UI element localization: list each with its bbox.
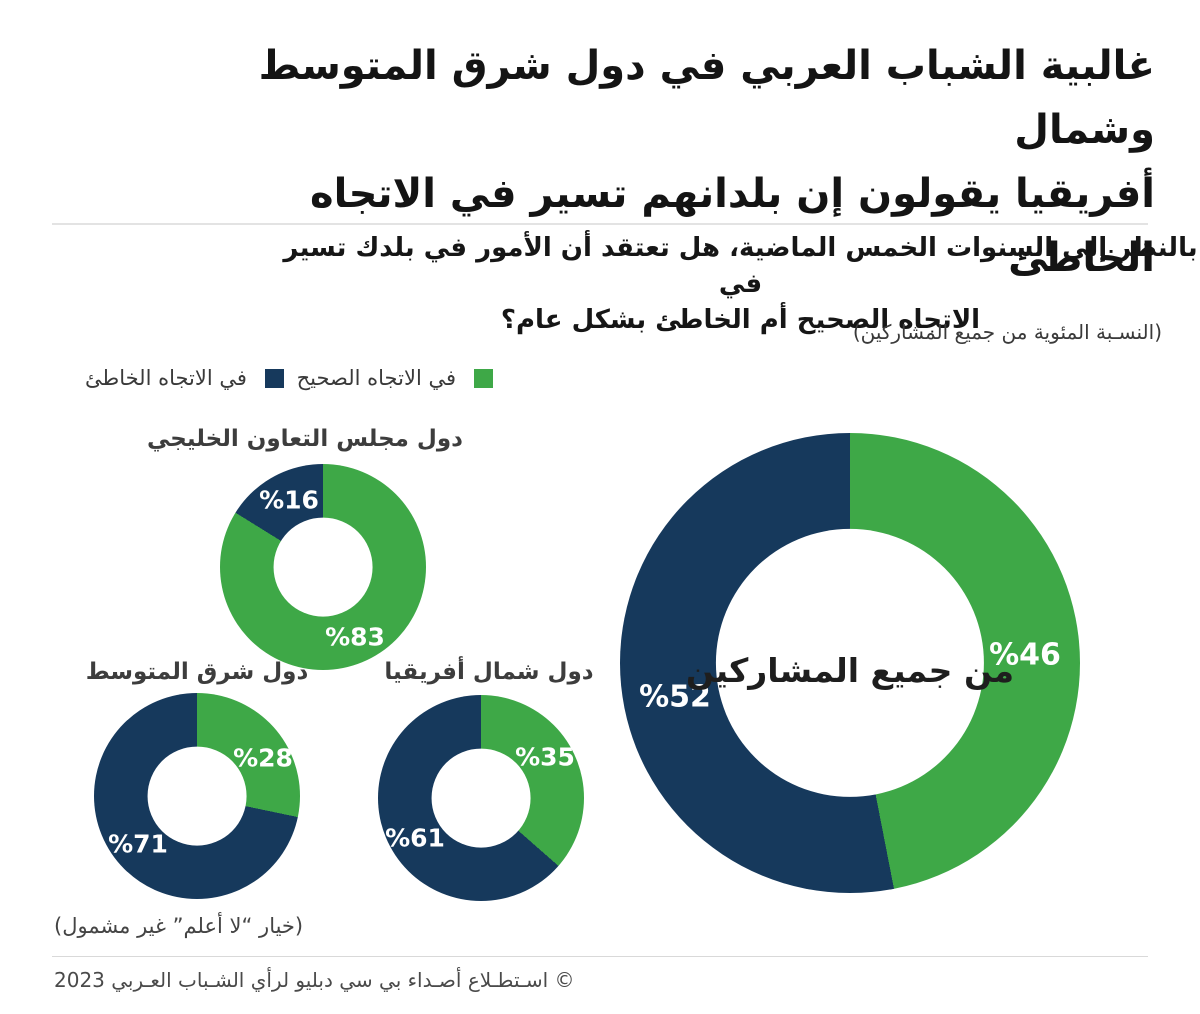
page-title: غالبية الشباب العربي في دول شرق المتوسط … (258, 43, 1156, 281)
navy-swatch-icon (264, 368, 284, 388)
east-med-wrong-direction-value: %71 (108, 829, 168, 859)
all-right-direction-value: %46 (989, 637, 1061, 673)
bottom-divider (52, 956, 1148, 957)
donut-hole-all-participants: من جميع المشاركين (686, 528, 1014, 798)
percentage-note: (النسـبة المئوية من جميع المشاركين) (852, 320, 1162, 344)
donut-hole-north-africa (431, 748, 531, 848)
north-africa-wrong-direction-value: %61 (385, 823, 445, 853)
all-participants-center-label: من جميع المشاركين (685, 650, 1015, 690)
legend-item-right-direction: في الاتجاه الصحيح (297, 366, 493, 390)
dont-know-footnote: (خيار “لا أعلم” غير مشمول) (54, 914, 304, 938)
donut-all-participants: %46 %52 من جميع المشاركين (620, 433, 1080, 893)
copyright-line: © اسـتطـلاع أصـداء بي سي دبليو لرأي الشـ… (54, 968, 575, 992)
donut-north-africa: %35 %61 (378, 695, 584, 901)
chart-title-gcc: دول مجلس التعاون الخليجي (147, 426, 463, 452)
donut-hole-gcc (273, 517, 373, 617)
legend-label-right-direction: في الاتجاه الصحيح (296, 366, 456, 390)
gcc-right-direction-value: %83 (325, 622, 385, 652)
donut-hole-east-mediterranean (147, 746, 247, 846)
legend-item-wrong-direction: في الاتجاه الخاطئ (85, 366, 284, 390)
donut-east-mediterranean: %28 %71 (94, 693, 300, 899)
east-med-right-direction-value: %28 (233, 743, 293, 773)
gcc-wrong-direction-value: %16 (259, 485, 319, 515)
survey-question: بالنظر إلى السنوات الخمس الماضية، هل تعت… (283, 233, 1198, 335)
chart-title-north-africa: دول شمال أفريقيا (384, 659, 594, 685)
green-swatch-icon (474, 368, 493, 388)
north-africa-right-direction-value: %35 (515, 742, 575, 772)
chart-legend: في الاتجاه الصحيح في الاتجاه الخاطئ (85, 366, 493, 390)
top-divider (52, 223, 1148, 225)
chart-title-east-mediterranean: دول شرق المتوسط (85, 659, 309, 685)
all-wrong-direction-value: %52 (639, 679, 711, 715)
legend-label-wrong-direction: في الاتجاه الخاطئ (85, 366, 247, 390)
donut-gcc: %16 %83 (220, 464, 426, 670)
